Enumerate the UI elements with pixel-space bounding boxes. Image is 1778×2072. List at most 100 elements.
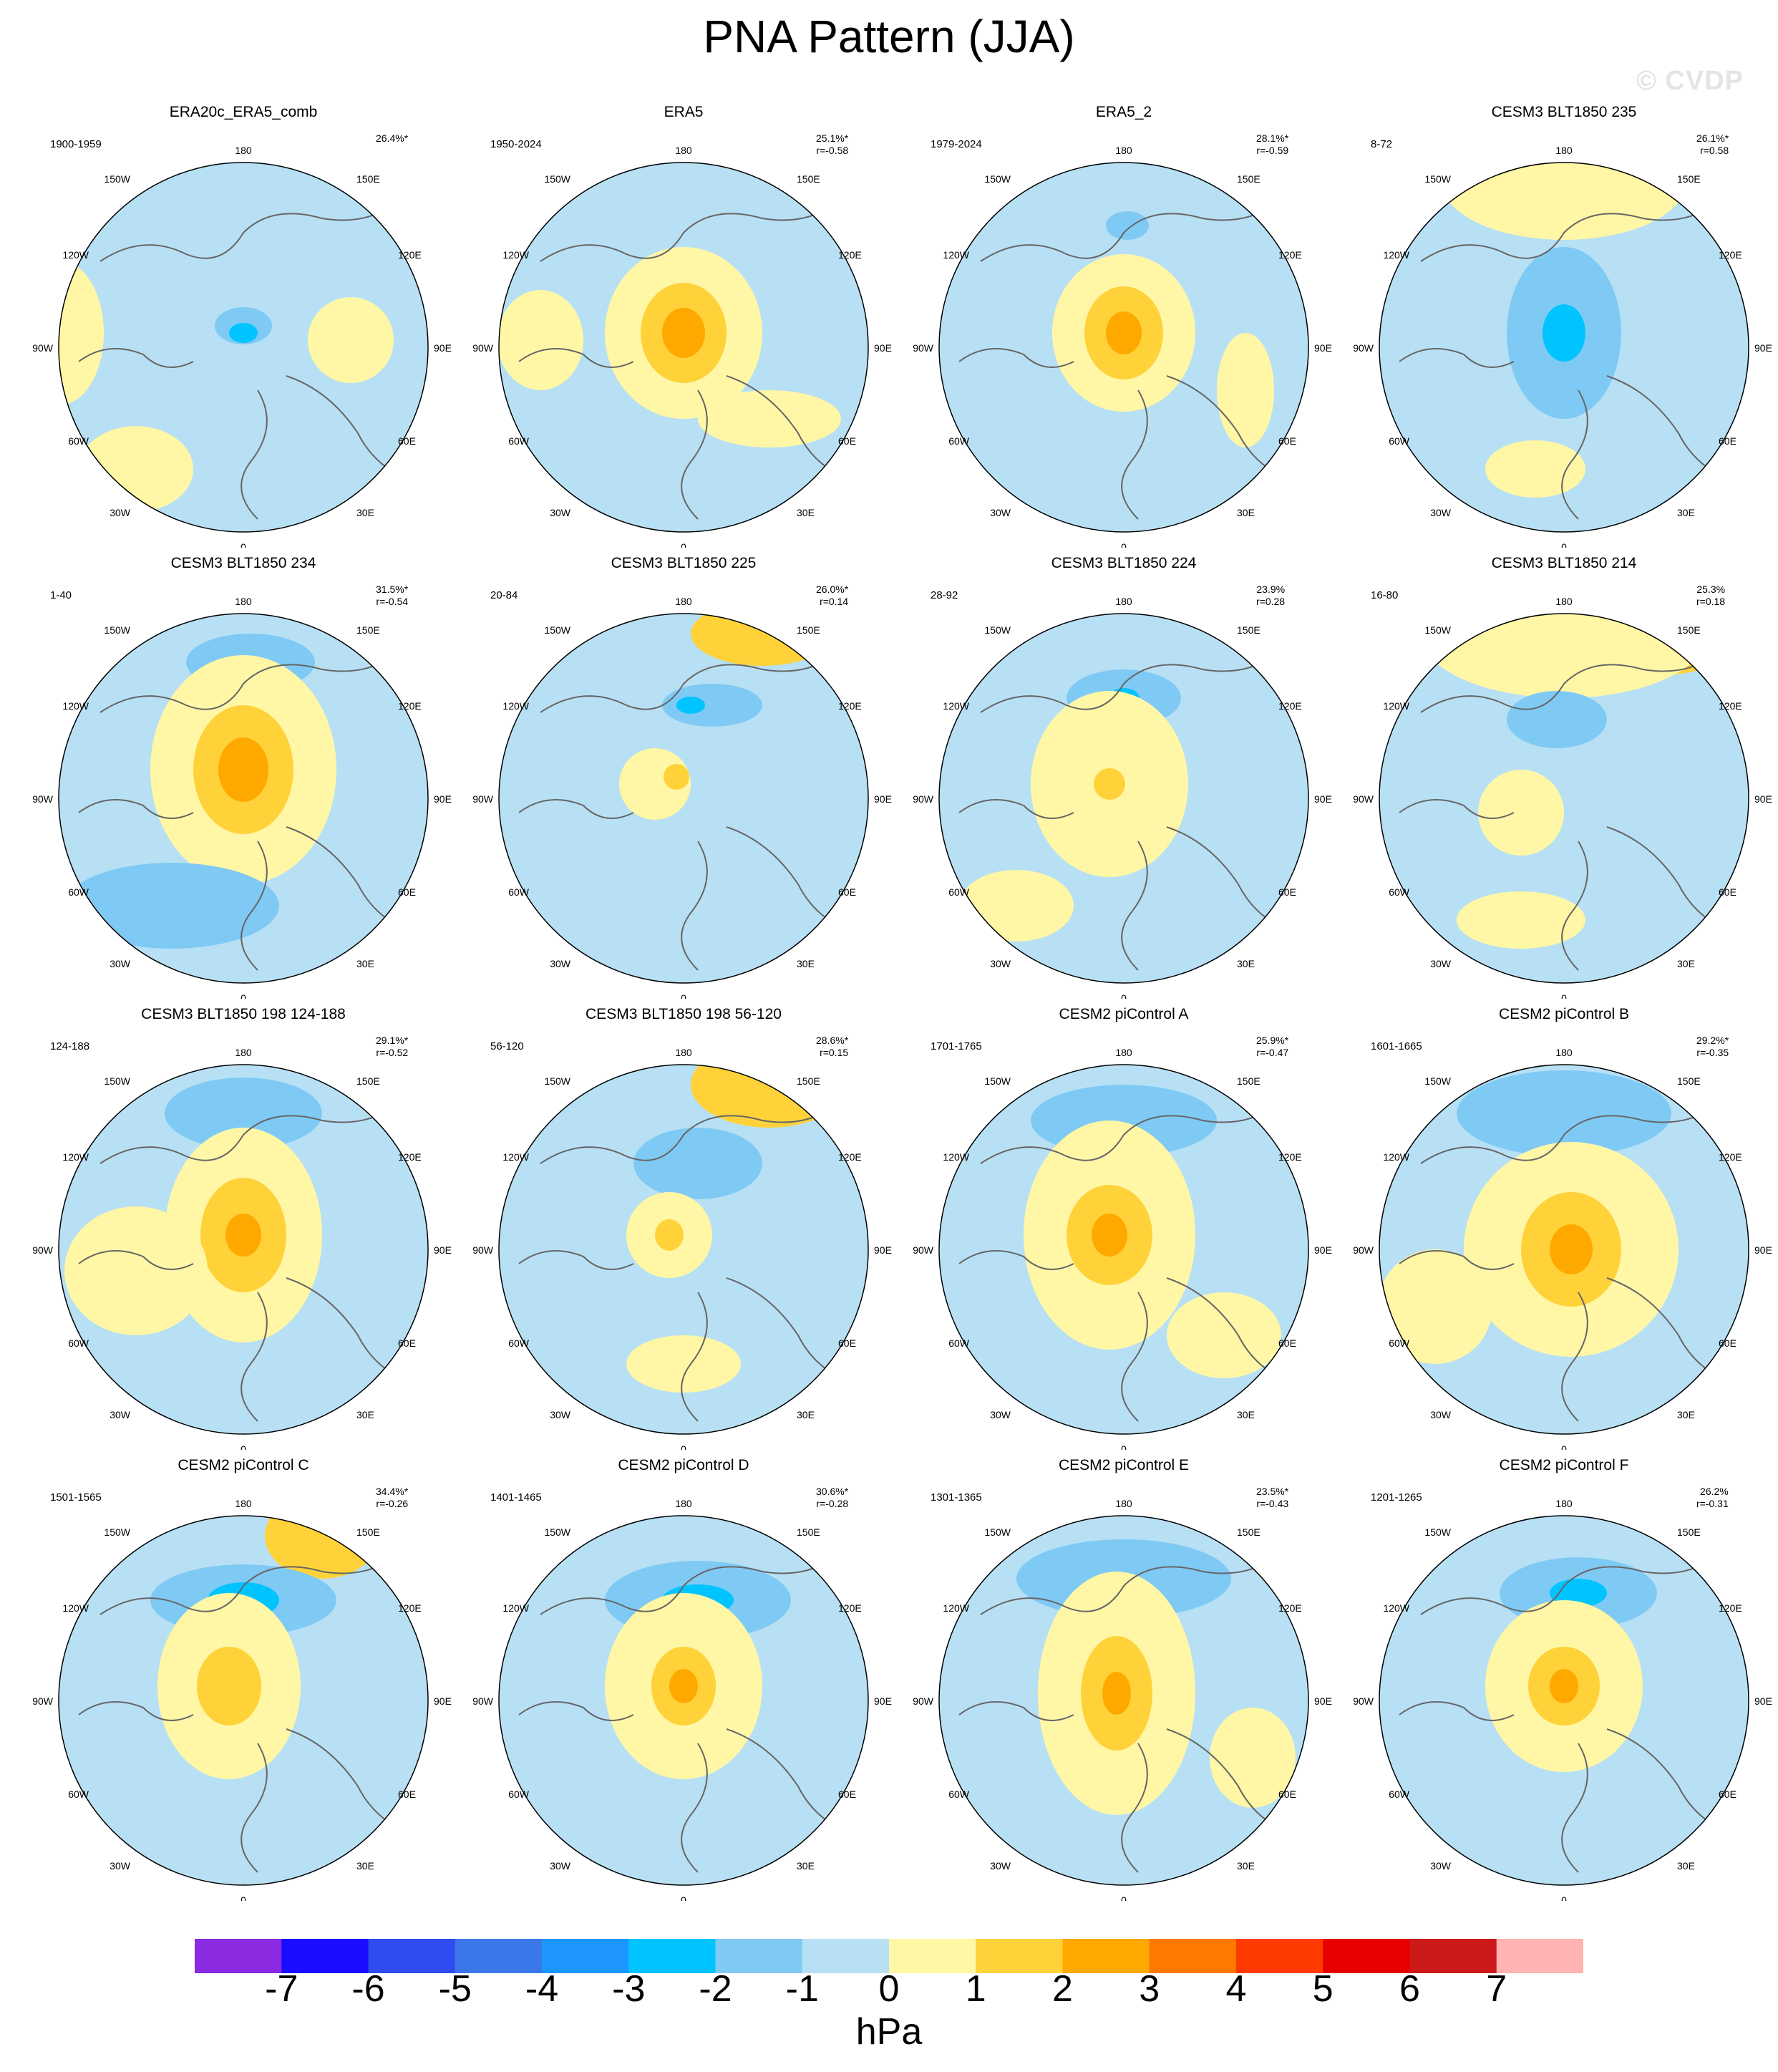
colorbar-swatch <box>976 1939 1063 1973</box>
longitude-label: 180 <box>675 145 692 156</box>
longitude-label: 90W <box>472 1244 494 1256</box>
longitude-label: 60W <box>68 1788 89 1800</box>
longitude-label: 0 <box>681 992 686 999</box>
panel-years: 124-188 <box>50 1040 90 1052</box>
longitude-label: 30E <box>797 1860 815 1872</box>
polar-map: 180 0 90W 90E 150W 120W 150E 120E 60W 30W 60E 30E <box>1353 1498 1772 1901</box>
longitude-label: 30E <box>1237 958 1255 969</box>
map-boundary <box>1379 1064 1749 1435</box>
map-boundary <box>1379 613 1749 984</box>
longitude-label: 60E <box>1278 886 1296 898</box>
colorbar-swatch <box>1149 1939 1237 1973</box>
pressure-anomaly-contour <box>1457 1070 1671 1156</box>
panel-title: CESM2 piControl A <box>1059 1006 1189 1022</box>
colorbar-tick: -5 <box>438 1968 472 2010</box>
longitude-label: 150W <box>544 1526 570 1538</box>
panel-title: CESM2 piControl E <box>1058 1457 1190 1473</box>
pressure-anomaly-contour <box>1106 211 1149 240</box>
map-panel: 180 0 90W 90E 150W 120W 150E 120E 60W 30W 60E 30E CE… <box>462 555 905 999</box>
longitude-label: 120W <box>943 249 969 261</box>
longitude-label: 60E <box>1719 1788 1736 1800</box>
longitude-label: 150W <box>104 624 130 636</box>
colorbar-swatch <box>455 1939 543 1973</box>
pattern-correlation: r=-0.58 <box>816 145 849 156</box>
longitude-label: 30E <box>1677 1860 1695 1872</box>
pattern-correlation: r=0.28 <box>1256 596 1286 607</box>
map-panel: 180 0 90W 90E 150W 120W 150E 120E 60W 30W 60E 30E CE… <box>1342 1457 1778 1901</box>
map-panel: 180 0 90W 90E 150W 120W 150E 120E 60W 30W 60E 30E CE… <box>902 555 1346 999</box>
longitude-label: 0 <box>681 1894 686 1901</box>
panel-years: 1301-1365 <box>931 1491 982 1504</box>
panel-stats: 23.9% r=0.28 <box>1256 584 1285 608</box>
pressure-anomaly-contour <box>662 684 762 727</box>
longitude-label: 150W <box>104 1526 130 1538</box>
longitude-label: 0 <box>1121 541 1127 548</box>
longitude-label: 60E <box>1278 435 1296 447</box>
longitude-label: 30W <box>110 958 131 969</box>
coastline <box>518 1105 842 1422</box>
coastline <box>958 1557 1282 1873</box>
explained-variance: 28.1%* <box>1256 132 1289 144</box>
pattern-correlation: r=0.14 <box>820 596 849 607</box>
pressure-anomaly-contour <box>1106 311 1142 354</box>
colorbar-tick: -2 <box>699 1968 732 2010</box>
explained-variance: 25.1%* <box>816 132 849 144</box>
coastline <box>958 654 1282 971</box>
colorbar-tick: 2 <box>1052 1968 1073 2010</box>
coastline <box>958 1105 1282 1422</box>
longitude-label: 30W <box>550 1409 571 1420</box>
panel-years: 20-84 <box>490 589 518 601</box>
longitude-label: 60W <box>948 886 970 898</box>
polar-map: 180 0 90W 90E 150W 120W 150E 120E 60W 30W 60E 30E <box>472 1498 892 1901</box>
polar-map: 180 0 90W 90E 150W 120W 150E 120E 60W 30W 60E 30E <box>913 596 1332 999</box>
longitude-label: 90E <box>434 342 452 354</box>
longitude-label: 30E <box>797 507 815 518</box>
pressure-anomaly-contour <box>1550 1224 1593 1274</box>
pattern-correlation: r=0.15 <box>820 1047 849 1058</box>
colorbar-tick: -3 <box>612 1968 646 2010</box>
longitude-label: 0 <box>1121 992 1127 999</box>
longitude-label: 150W <box>1424 173 1451 185</box>
coastline <box>1399 1557 1722 1873</box>
explained-variance: 29.1%* <box>376 1035 409 1046</box>
colorbar-swatch <box>368 1939 456 1973</box>
cvdp-watermark: © CVDP <box>1636 66 1744 96</box>
panel-title: CESM3 BLT1850 225 <box>611 555 757 571</box>
longitude-label: 120E <box>838 1151 862 1163</box>
colorbar-tick-labels: -7 -6 -5 -4 -3 -2 -1 0 1 2 3 4 5 6 7 <box>0 1967 1778 2018</box>
longitude-label: 180 <box>1555 145 1573 156</box>
explained-variance: 30.6%* <box>816 1486 849 1497</box>
pressure-anomaly-contour <box>165 1078 322 1149</box>
longitude-label: 30W <box>110 507 131 518</box>
longitude-label: 60W <box>508 1337 530 1349</box>
polar-map: 180 0 90W 90E 150W 120W 150E 120E 60W 30W 60E 30E <box>1353 1047 1772 1450</box>
panel-years: 1501-1565 <box>50 1491 102 1504</box>
colorbar-swatch <box>1323 1939 1410 1973</box>
panel-years: 1201-1265 <box>1371 1491 1422 1504</box>
map-panel: 180 0 90W 90E 150W 120W 150E 120E 60W 30W 60E 30E CE… <box>21 555 465 999</box>
panel-stats: 30.6%* r=-0.28 <box>816 1486 848 1510</box>
pressure-anomaly-contour <box>1457 891 1585 949</box>
colorbar-swatch <box>889 1939 976 1973</box>
explained-variance: 26.1%* <box>1696 132 1729 144</box>
longitude-label: 150E <box>1677 1526 1701 1538</box>
coastline <box>518 203 842 520</box>
longitude-label: 30W <box>550 1860 571 1872</box>
pressure-anomaly-contour <box>229 323 258 343</box>
pressure-anomaly-contour <box>664 764 689 790</box>
longitude-label: 180 <box>675 1047 692 1058</box>
panel-stats: 34.4%* r=-0.26 <box>376 1486 408 1510</box>
panel-years: 1950-2024 <box>490 138 542 150</box>
pattern-correlation: r=-0.59 <box>1256 145 1289 156</box>
longitude-label: 0 <box>1121 1894 1127 1901</box>
longitude-label: 180 <box>1115 1047 1132 1058</box>
longitude-label: 150E <box>1237 1526 1260 1538</box>
longitude-label: 30E <box>797 1409 815 1420</box>
longitude-label: 60W <box>1389 1337 1410 1349</box>
longitude-label: 90W <box>472 1695 494 1707</box>
coastline <box>1399 654 1722 971</box>
longitude-label: 30E <box>356 958 374 969</box>
longitude-label: 120W <box>62 249 89 261</box>
coastline <box>958 203 1282 520</box>
longitude-label: 30W <box>1430 1860 1452 1872</box>
